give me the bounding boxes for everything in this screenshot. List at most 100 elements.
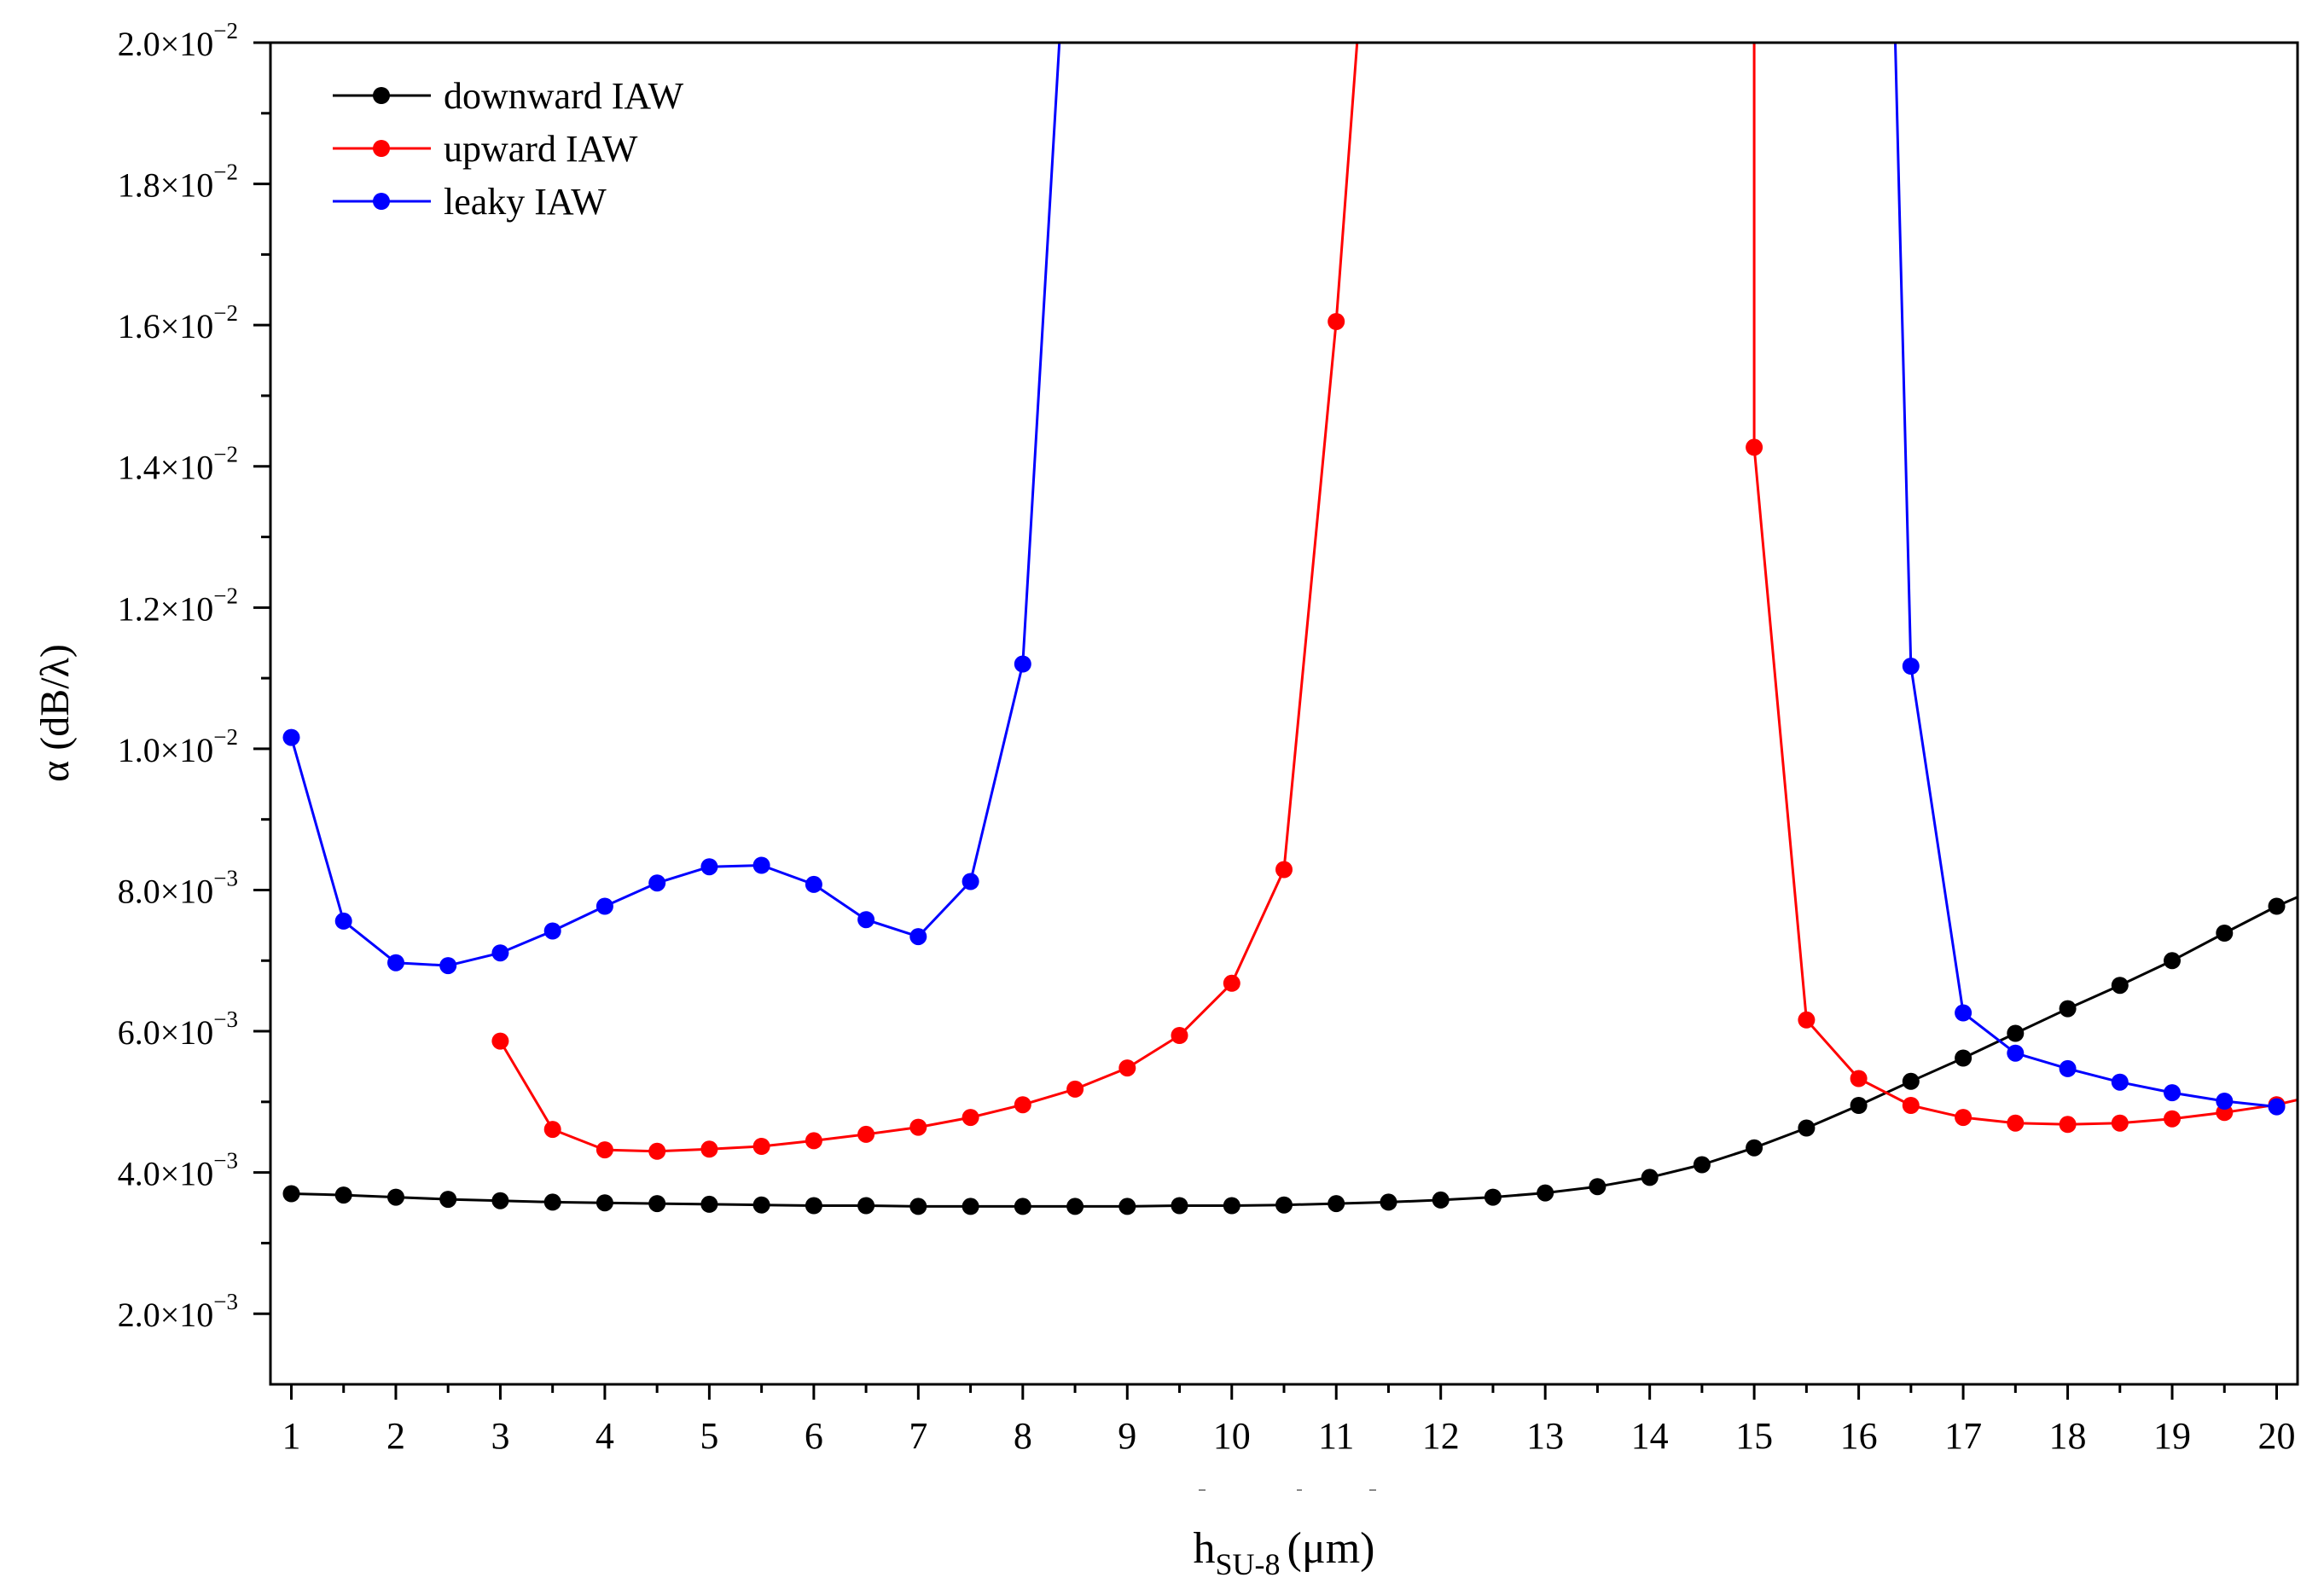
y-axis-label: α (dB/λ) [32,644,78,782]
downward-iaw-point [1380,1193,1397,1211]
y-tick-exponent: −2 [213,724,238,750]
legend-label-leaky-iaw: leaky IAW [444,181,607,223]
upward-iaw-point [543,1121,561,1139]
downward-iaw-point [2059,1000,2077,1018]
x-tick-label: 5 [700,1415,718,1457]
upward-iaw-point [752,1138,770,1155]
downward-iaw-point [962,1198,979,1215]
y-tick-label: 1.8×10−2 [118,160,238,205]
upward-iaw-point [2111,1114,2129,1132]
y-tick-mantissa: 1.2×10 [118,589,214,628]
downward-iaw-point [1902,1072,1920,1090]
leaky-iaw-point [752,856,770,874]
axis-labels: hSU-8 (μm) α (dB/λ) [32,644,1374,1581]
downward-iaw-point [1537,1184,1554,1202]
x-tick-label: 9 [1118,1415,1136,1457]
downward-iaw-point [1641,1169,1659,1186]
downward-iaw-point [1850,1097,1868,1114]
legend-label-downward-iaw: downward IAW [444,75,684,117]
upward-iaw-point [1171,1027,1188,1044]
x-tick-label: 13 [1526,1415,1564,1457]
upward-iaw-point [805,1132,822,1150]
upward-iaw-point [700,1140,718,1158]
x-axis-label-unit: (μm) [1287,1524,1375,1573]
leaky-iaw-point [282,728,300,746]
upward-iaw-point [1014,1096,1031,1114]
downward-iaw-point [1014,1198,1031,1215]
downward-iaw-point [2164,952,2181,970]
x-tick-label: 11 [1318,1415,1354,1457]
downward-iaw-point [1589,1178,1606,1196]
downward-iaw-point [1275,1196,1293,1214]
upward-iaw-point [1955,1109,1972,1127]
legend-label-upward-iaw: upward IAW [444,128,638,170]
y-tick-exponent: −3 [213,1148,238,1174]
leaky-iaw-line-segment-1 [290,42,1061,967]
upward-iaw-point [1118,1059,1136,1077]
legend-marker-leaky-iaw [373,193,390,210]
downward-iaw-point [596,1194,613,1212]
downward-iaw-point [439,1191,457,1209]
leaky-iaw-point [2007,1044,2025,1062]
upward-iaw-point [2164,1110,2181,1128]
downward-iaw-point [1328,1195,1345,1213]
downward-iaw-point [648,1195,666,1213]
downward-iaw-point [805,1197,822,1215]
tick-labels: 1 2 3 4 5 6 7 8 9 10 11 12 13 14 15 16 17 18 19 202.0×10−34… [118,18,2296,1457]
x-tick-label: 18 [2049,1415,2087,1457]
leaky-iaw-point [2216,1093,2234,1110]
y-tick-exponent: −3 [213,865,238,890]
x-tick-label: 8 [1014,1415,1032,1457]
upward-iaw-line-segment-1 [499,42,1359,1153]
leaky-iaw-point [2111,1073,2129,1091]
leaky-iaw-point [909,928,927,946]
downward-iaw-point [752,1196,770,1214]
x-tick-label: 7 [909,1415,927,1457]
x-tick-label: 16 [1840,1415,1878,1457]
downward-iaw-point [1118,1198,1136,1215]
leaky-iaw-point [543,922,561,940]
x-tick-label: 15 [1735,1415,1773,1457]
plot-area [282,42,2298,1215]
x-tick-label: 2 [386,1415,405,1457]
y-tick-mantissa: 1.6×10 [118,307,214,345]
upward-iaw-point [2007,1114,2025,1132]
y-tick-label: 2.0×10−2 [118,18,238,63]
leaky-iaw-point [2164,1084,2181,1102]
y-tick-label: 6.0×10−3 [118,1006,238,1052]
downward-iaw-point [1223,1197,1240,1215]
y-tick-mantissa: 1.0×10 [118,731,214,769]
x-tick-label: 6 [805,1415,823,1457]
y-tick-mantissa: 4.0×10 [118,1155,214,1193]
downward-iaw-point [2111,977,2129,995]
y-tick-mantissa: 6.0×10 [118,1013,214,1052]
leaky-iaw-point [648,874,666,892]
y-tick-exponent: −2 [213,583,238,608]
downward-iaw-point [1798,1119,1816,1137]
x-tick-label: 4 [596,1415,614,1457]
y-tick-exponent: −2 [213,18,238,44]
upward-iaw-point [857,1125,875,1143]
y-tick-mantissa: 1.4×10 [118,449,214,487]
x-tick-label: 17 [1944,1415,1982,1457]
upward-iaw-point [909,1118,927,1136]
downward-iaw-point [282,1185,300,1203]
legend-marker-upward-iaw [373,140,390,157]
y-tick-mantissa: 2.0×10 [118,25,214,63]
downward-iaw-point [857,1197,875,1215]
upward-iaw-point [962,1109,979,1127]
upward-iaw-point [1746,438,1763,456]
downward-iaw-point [543,1193,561,1211]
leaky-iaw-point [334,912,352,930]
upward-iaw-point [1223,974,1240,992]
leaky-iaw-point [962,873,979,890]
downward-iaw-point [2216,925,2234,942]
y-tick-mantissa: 2.0×10 [118,1296,214,1334]
leaky-iaw-point [805,875,822,893]
downward-iaw-point [491,1192,509,1209]
y-tick-label: 1.6×10−2 [118,300,238,345]
upward-iaw-point [1902,1097,1920,1114]
y-tick-exponent: −2 [213,442,238,467]
